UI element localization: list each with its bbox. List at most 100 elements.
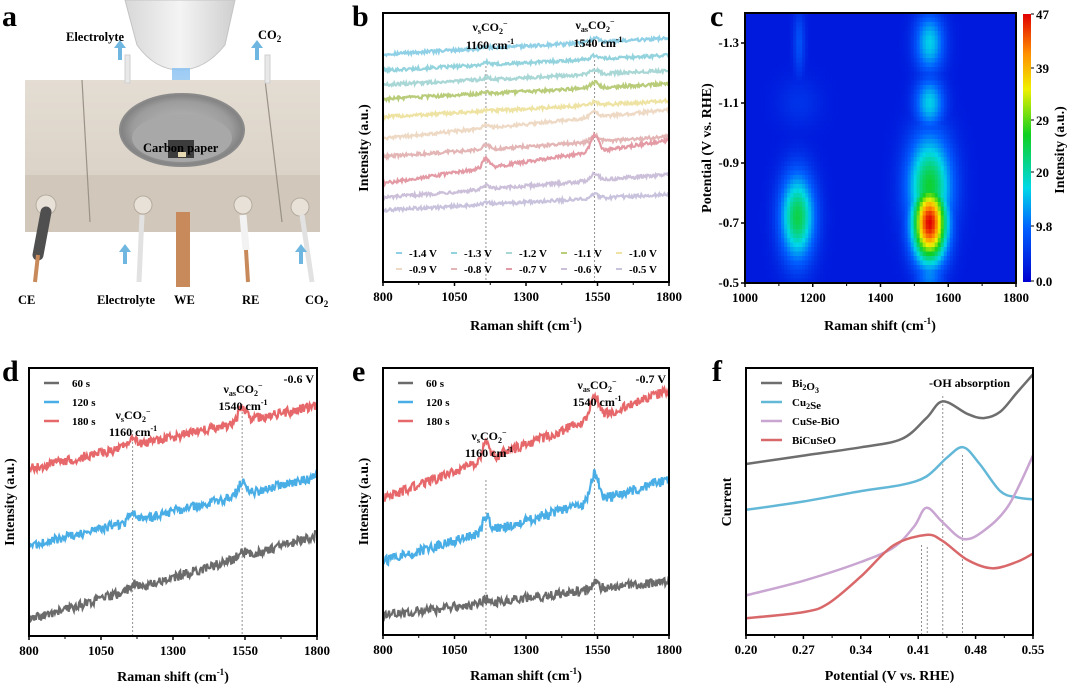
series-line--1.3V	[382, 52, 670, 75]
heatmap-cell	[772, 229, 776, 235]
heatmap-cell	[1009, 188, 1014, 194]
heatmap-cell	[781, 152, 785, 158]
heatmap-cell	[850, 238, 854, 244]
heatmap-cell	[922, 175, 927, 181]
heatmap-cell	[784, 89, 788, 95]
heatmap-cell	[973, 40, 978, 46]
heatmap-cell	[976, 175, 981, 181]
heatmap-cell	[796, 130, 800, 136]
heatmap-cell	[751, 247, 755, 253]
heatmap-cell	[949, 49, 954, 55]
heatmap-cell	[787, 80, 791, 86]
heatmap-cell	[817, 80, 821, 86]
heatmap-cell	[916, 152, 921, 158]
heatmap-cell	[763, 112, 767, 118]
heatmap-cell	[943, 103, 948, 109]
heatmap-cell	[922, 53, 927, 59]
heatmap-cell	[832, 94, 836, 100]
heatmap-cell	[994, 170, 999, 176]
heatmap-cell	[976, 202, 981, 208]
heatmap-cell	[913, 251, 918, 257]
heatmap-cell	[940, 224, 945, 230]
heatmap-cell	[883, 35, 888, 41]
heatmap-cell	[832, 175, 836, 181]
heatmap-cell	[940, 175, 945, 181]
heatmap-cell	[931, 89, 936, 95]
heatmap-cell	[940, 112, 945, 118]
heatmap-cell	[871, 125, 876, 131]
heatmap-cell	[745, 49, 749, 55]
heatmap-cell	[1006, 125, 1011, 131]
heatmap-cell	[937, 193, 942, 199]
heatmap-cell	[793, 130, 797, 136]
heatmap-cell	[907, 247, 912, 253]
heatmap-cell	[964, 229, 969, 235]
heatmap-cell	[943, 94, 948, 100]
heatmap-cell	[895, 17, 900, 23]
heatmap-cell	[958, 175, 963, 181]
heatmap-cell	[847, 89, 851, 95]
heatmap-cell	[943, 89, 948, 95]
series-line--0.8V	[381, 132, 670, 162]
heatmap-cell	[796, 80, 800, 86]
heatmap-cell	[994, 161, 999, 167]
heatmap-cell	[901, 229, 906, 235]
heatmap-cell	[784, 220, 788, 226]
heatmap-cell	[748, 53, 752, 59]
heatmap-cell	[772, 139, 776, 145]
heatmap-cell	[862, 26, 867, 32]
heatmap-cell	[889, 89, 894, 95]
heatmap-cell	[907, 94, 912, 100]
heatmap-cell	[859, 233, 864, 239]
heatmap-cell	[901, 202, 906, 208]
heatmap-cell	[823, 211, 827, 217]
heatmap-cell	[991, 44, 996, 50]
heatmap-cell	[910, 211, 915, 217]
heatmap-cell	[997, 148, 1002, 154]
heatmap-cell	[775, 206, 779, 212]
heatmap-cell	[826, 247, 830, 253]
heatmap-cell	[928, 44, 933, 50]
heatmap-cell	[823, 143, 827, 149]
heatmap-cell	[877, 125, 882, 131]
heatmap-cell	[985, 197, 990, 203]
heatmap-cell	[778, 202, 782, 208]
heatmap-cell	[946, 224, 951, 230]
heatmap-cell	[883, 166, 888, 172]
heatmap-cell	[751, 125, 755, 131]
heatmap-cell	[868, 247, 873, 253]
heatmap-cell	[874, 17, 879, 23]
heatmap-cell	[964, 103, 969, 109]
heatmap-cell	[862, 206, 867, 212]
heatmap-cell	[883, 170, 888, 176]
heatmap-cell	[877, 107, 882, 113]
heatmap-cell	[895, 238, 900, 244]
heatmap-cell	[991, 188, 996, 194]
heatmap-cell	[880, 215, 885, 221]
heatmap-cell	[811, 157, 815, 163]
heatmap-cell	[874, 220, 879, 226]
heatmap-cell	[931, 139, 936, 145]
heatmap-cell	[754, 139, 758, 145]
heatmap-cell	[946, 143, 951, 149]
heatmap-cell	[832, 26, 836, 32]
heatmap-cell	[985, 44, 990, 50]
heatmap-cell	[883, 148, 888, 154]
heatmap-cell	[808, 40, 812, 46]
heatmap-cell	[964, 17, 969, 23]
heatmap-cell	[841, 139, 845, 145]
heatmap-cell	[895, 76, 900, 82]
heatmap-cell	[790, 247, 794, 253]
heatmap-cell	[949, 85, 954, 91]
heatmap-cell	[877, 62, 882, 68]
heatmap-cell	[835, 229, 839, 235]
heatmap-cell	[982, 85, 987, 91]
heatmap-cell	[826, 229, 830, 235]
heatmap-cell	[856, 116, 861, 122]
heatmap-cell	[919, 224, 924, 230]
heatmap-cell	[967, 62, 972, 68]
heatmap-cell	[802, 94, 806, 100]
heatmap-cell	[760, 22, 764, 28]
heatmap-cell	[895, 215, 900, 221]
heatmap-cell	[778, 139, 782, 145]
